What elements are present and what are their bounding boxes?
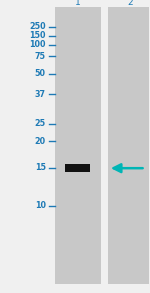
Text: 100: 100	[29, 40, 46, 49]
Text: 50: 50	[35, 69, 46, 78]
Text: 10: 10	[35, 201, 46, 210]
Bar	[108, 7, 148, 284]
Text: 25: 25	[35, 119, 46, 128]
Text: 1: 1	[75, 0, 81, 7]
Bar	[55, 7, 100, 284]
Text: 250: 250	[29, 23, 46, 31]
Text: 150: 150	[29, 31, 46, 40]
Text: 2: 2	[127, 0, 133, 7]
Text: 20: 20	[35, 137, 46, 146]
Text: 15: 15	[35, 163, 46, 172]
Text: 75: 75	[35, 52, 46, 61]
Bar	[65, 164, 90, 172]
Text: 37: 37	[35, 90, 46, 99]
